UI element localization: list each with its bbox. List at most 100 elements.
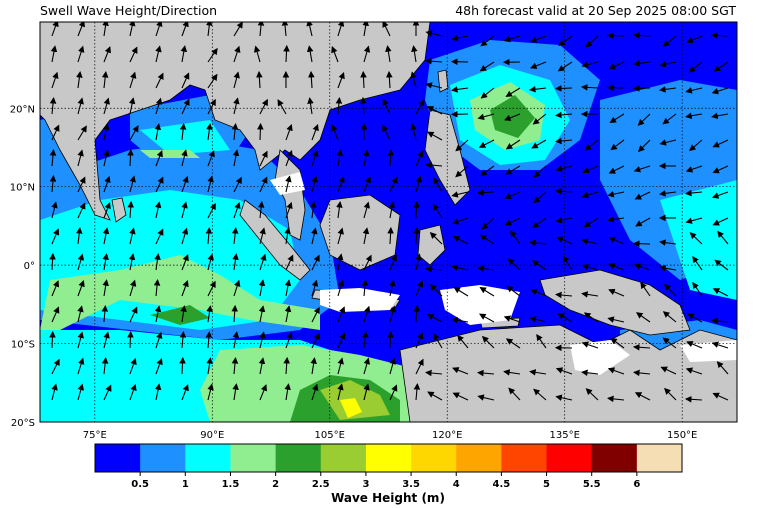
swell-arrow [608,263,625,271]
swell-arrow [155,357,163,375]
latitude-label: 20°N [10,104,35,115]
swell-arrow [531,260,547,271]
swell-arrow [606,32,625,39]
swell-arrow [415,99,425,115]
swell-arrow [77,22,85,37]
swell-arrow [531,139,547,149]
swell-direction-arrows [49,22,729,403]
swell-arrow [387,330,394,349]
swell-arrow [685,87,703,94]
swell-arrow [309,201,317,219]
swell-arrow [362,149,370,167]
swell-arrow [154,123,162,141]
swell-arrow [503,35,521,43]
swell-arrow [180,305,187,323]
swell-arrow [206,22,213,37]
swell-arrow [103,46,111,63]
swell-arrow [453,287,469,297]
swell-arrow [386,70,393,89]
colorbar-frame [94,443,683,473]
swell-arrow [233,71,240,89]
swell-arrow [311,254,320,271]
swell-arrow [712,139,729,148]
swell-arrow [685,217,703,224]
swell-arrow [285,331,293,349]
swell-arrow [232,331,240,349]
swell-arrow [717,230,729,245]
swell-arrow [103,331,110,349]
land-sri-lanka [111,197,127,223]
swell-arrow [555,165,573,172]
swell-arrow [634,392,651,401]
land-sulawesi [417,224,446,266]
swell-arrow [51,71,59,89]
swell-arrow [181,201,188,219]
swell-arrow [503,369,521,376]
swell-arrow [609,113,625,123]
swell-arrow [51,124,60,141]
latitude-label: 0° [24,261,35,272]
longitude-label: 120°E [432,430,462,441]
swell-arrow [508,387,521,401]
swell-arrow [451,191,469,198]
swell-arrow [555,111,573,119]
colorbar-swatch [365,444,412,472]
colorbar-tick-label: 4.5 [493,479,511,490]
swell-arrow [684,395,703,403]
swell-arrow [179,123,187,141]
swell-arrow [712,392,729,401]
swell-arrow [479,234,495,245]
swell-arrow [362,227,370,245]
forecast-valid-time: 48h forecast valid at 20 Sep 2025 08:00 … [455,3,736,18]
swell-arrow [429,284,443,297]
colorbar-tick-label: 2 [272,479,279,490]
swell-arrow [410,71,417,89]
swell-arrow [555,217,573,224]
swell-arrow [433,333,443,349]
swell-arrow [585,35,599,48]
swell-arrow [633,165,651,173]
swell-arrow [311,175,318,193]
swell-arrow [363,201,370,219]
swell-arrow [529,316,547,323]
swell-arrow [49,97,57,115]
swell-arrow [480,87,495,99]
swell-arrow [634,191,651,200]
swell-arrow [415,280,424,297]
swell-arrow [129,357,137,375]
swell-arrow [285,175,292,193]
swell-arrow [509,230,521,245]
swell-arrow [51,280,60,297]
swell-arrow [688,61,703,73]
swell-arrow [425,82,443,89]
swell-arrow [207,383,214,401]
swell-arrow [285,201,293,219]
swell-arrow [102,227,110,245]
swell-arrow [233,201,241,219]
swell-arrow [686,35,703,44]
swell-arrow [285,149,293,167]
swell-arrow [181,253,189,271]
swell-arrow [363,305,371,323]
swell-arrow [102,279,109,297]
swell-arrow [49,252,56,271]
swell-arrow [415,175,423,193]
swell-arrow [259,253,267,271]
swell-arrow [389,279,396,297]
swell-arrow [689,232,703,245]
swell-arrow [77,253,85,271]
swell-arrow [607,395,625,403]
swell-arrow [632,343,651,351]
swell-arrow [415,253,422,271]
swell-arrow [181,22,189,37]
map-frame [39,21,738,423]
colorbar: 0.5 1 1.5 2 2.5 3 3.5 4 4.5 5 5.5 6 [94,443,683,490]
swell-arrow [129,279,137,297]
swell-arrow [259,331,266,349]
swell-arrow [382,98,391,115]
swell-arrow [129,71,137,89]
swell-arrow [129,306,138,323]
swell-arrow [476,189,495,196]
swell-arrow [505,338,521,349]
swell-arrow [479,313,495,323]
